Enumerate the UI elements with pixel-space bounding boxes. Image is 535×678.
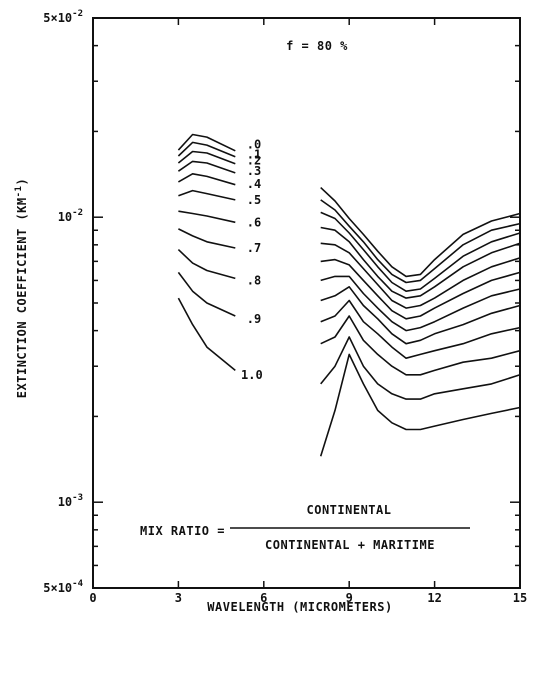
series-label: .9	[247, 312, 261, 326]
series-line	[177, 297, 236, 372]
series-label: .0	[247, 137, 261, 151]
series-line	[177, 133, 236, 152]
series-line	[320, 258, 521, 320]
series-line	[320, 211, 521, 293]
series-label: .5	[247, 193, 261, 207]
series-label: .3	[247, 164, 261, 178]
series-line	[320, 285, 521, 345]
x-tick-label: 12	[427, 591, 441, 605]
formula-numerator: CONTINENTAL	[307, 503, 392, 517]
y-tick-label: 5×10-2	[43, 9, 83, 25]
series-line	[320, 226, 521, 299]
series-line	[178, 210, 236, 224]
series-line	[320, 199, 521, 284]
series-line	[320, 242, 521, 309]
y-ticks: 5×10-2 10-2 10-3 5×10-4	[43, 9, 520, 595]
mix-ratio-formula: MIX RATIO = CONTINENTAL CONTINENTAL + MA…	[140, 503, 470, 552]
formula-lhs: MIX RATIO =	[140, 524, 225, 538]
y-tick-label: 10-3	[58, 493, 83, 509]
y-axis-title-exponent: -1	[14, 186, 24, 198]
series-line	[177, 160, 236, 174]
series-line	[178, 189, 236, 201]
y-axis-title: EXTINCTION COEFFICIENT (KM-1)	[14, 178, 29, 398]
series-label: 1.0	[241, 368, 263, 382]
x-ticks: 0 3 6 9 12 15	[89, 18, 527, 605]
series-line	[177, 249, 236, 280]
x-tick-label: 15	[513, 591, 527, 605]
series-line	[177, 150, 236, 165]
x-tick-label: 6	[260, 591, 267, 605]
series-line	[320, 336, 521, 400]
y-tick-label: 5×10-4	[43, 579, 83, 595]
x-tick-label: 0	[89, 591, 96, 605]
series-line	[178, 228, 236, 249]
series-label: .1	[247, 147, 261, 161]
series-line	[320, 187, 521, 278]
series-label: .6	[247, 215, 261, 229]
y-axis-title-main: EXTINCTION COEFFICIENT (KM	[15, 197, 29, 398]
x-tick-label: 9	[346, 591, 353, 605]
series-labels: .0.1.2.3.4 .5 .6 .7 .8 .9 1.0	[241, 137, 263, 381]
chart-title: f = 80 %	[286, 39, 348, 53]
y-axis-title-close: )	[15, 178, 29, 186]
series-line	[177, 271, 236, 317]
series-line	[320, 275, 521, 332]
series-label: .8	[247, 273, 261, 287]
series-line	[177, 141, 236, 158]
series-curves	[177, 133, 521, 457]
x-tick-label: 3	[175, 591, 182, 605]
series-label: .2	[247, 154, 261, 168]
series-line	[320, 299, 521, 360]
x-axis-title: WAVELENGTH (MICROMETERS)	[207, 600, 392, 614]
series-line	[319, 353, 521, 457]
series-label: .7	[247, 241, 261, 255]
series-line	[320, 315, 521, 376]
formula-denominator: CONTINENTAL + MARITIME	[265, 538, 435, 552]
series-line	[178, 173, 236, 186]
series-label: .4	[247, 177, 261, 191]
y-tick-label: 10-2	[58, 208, 83, 224]
